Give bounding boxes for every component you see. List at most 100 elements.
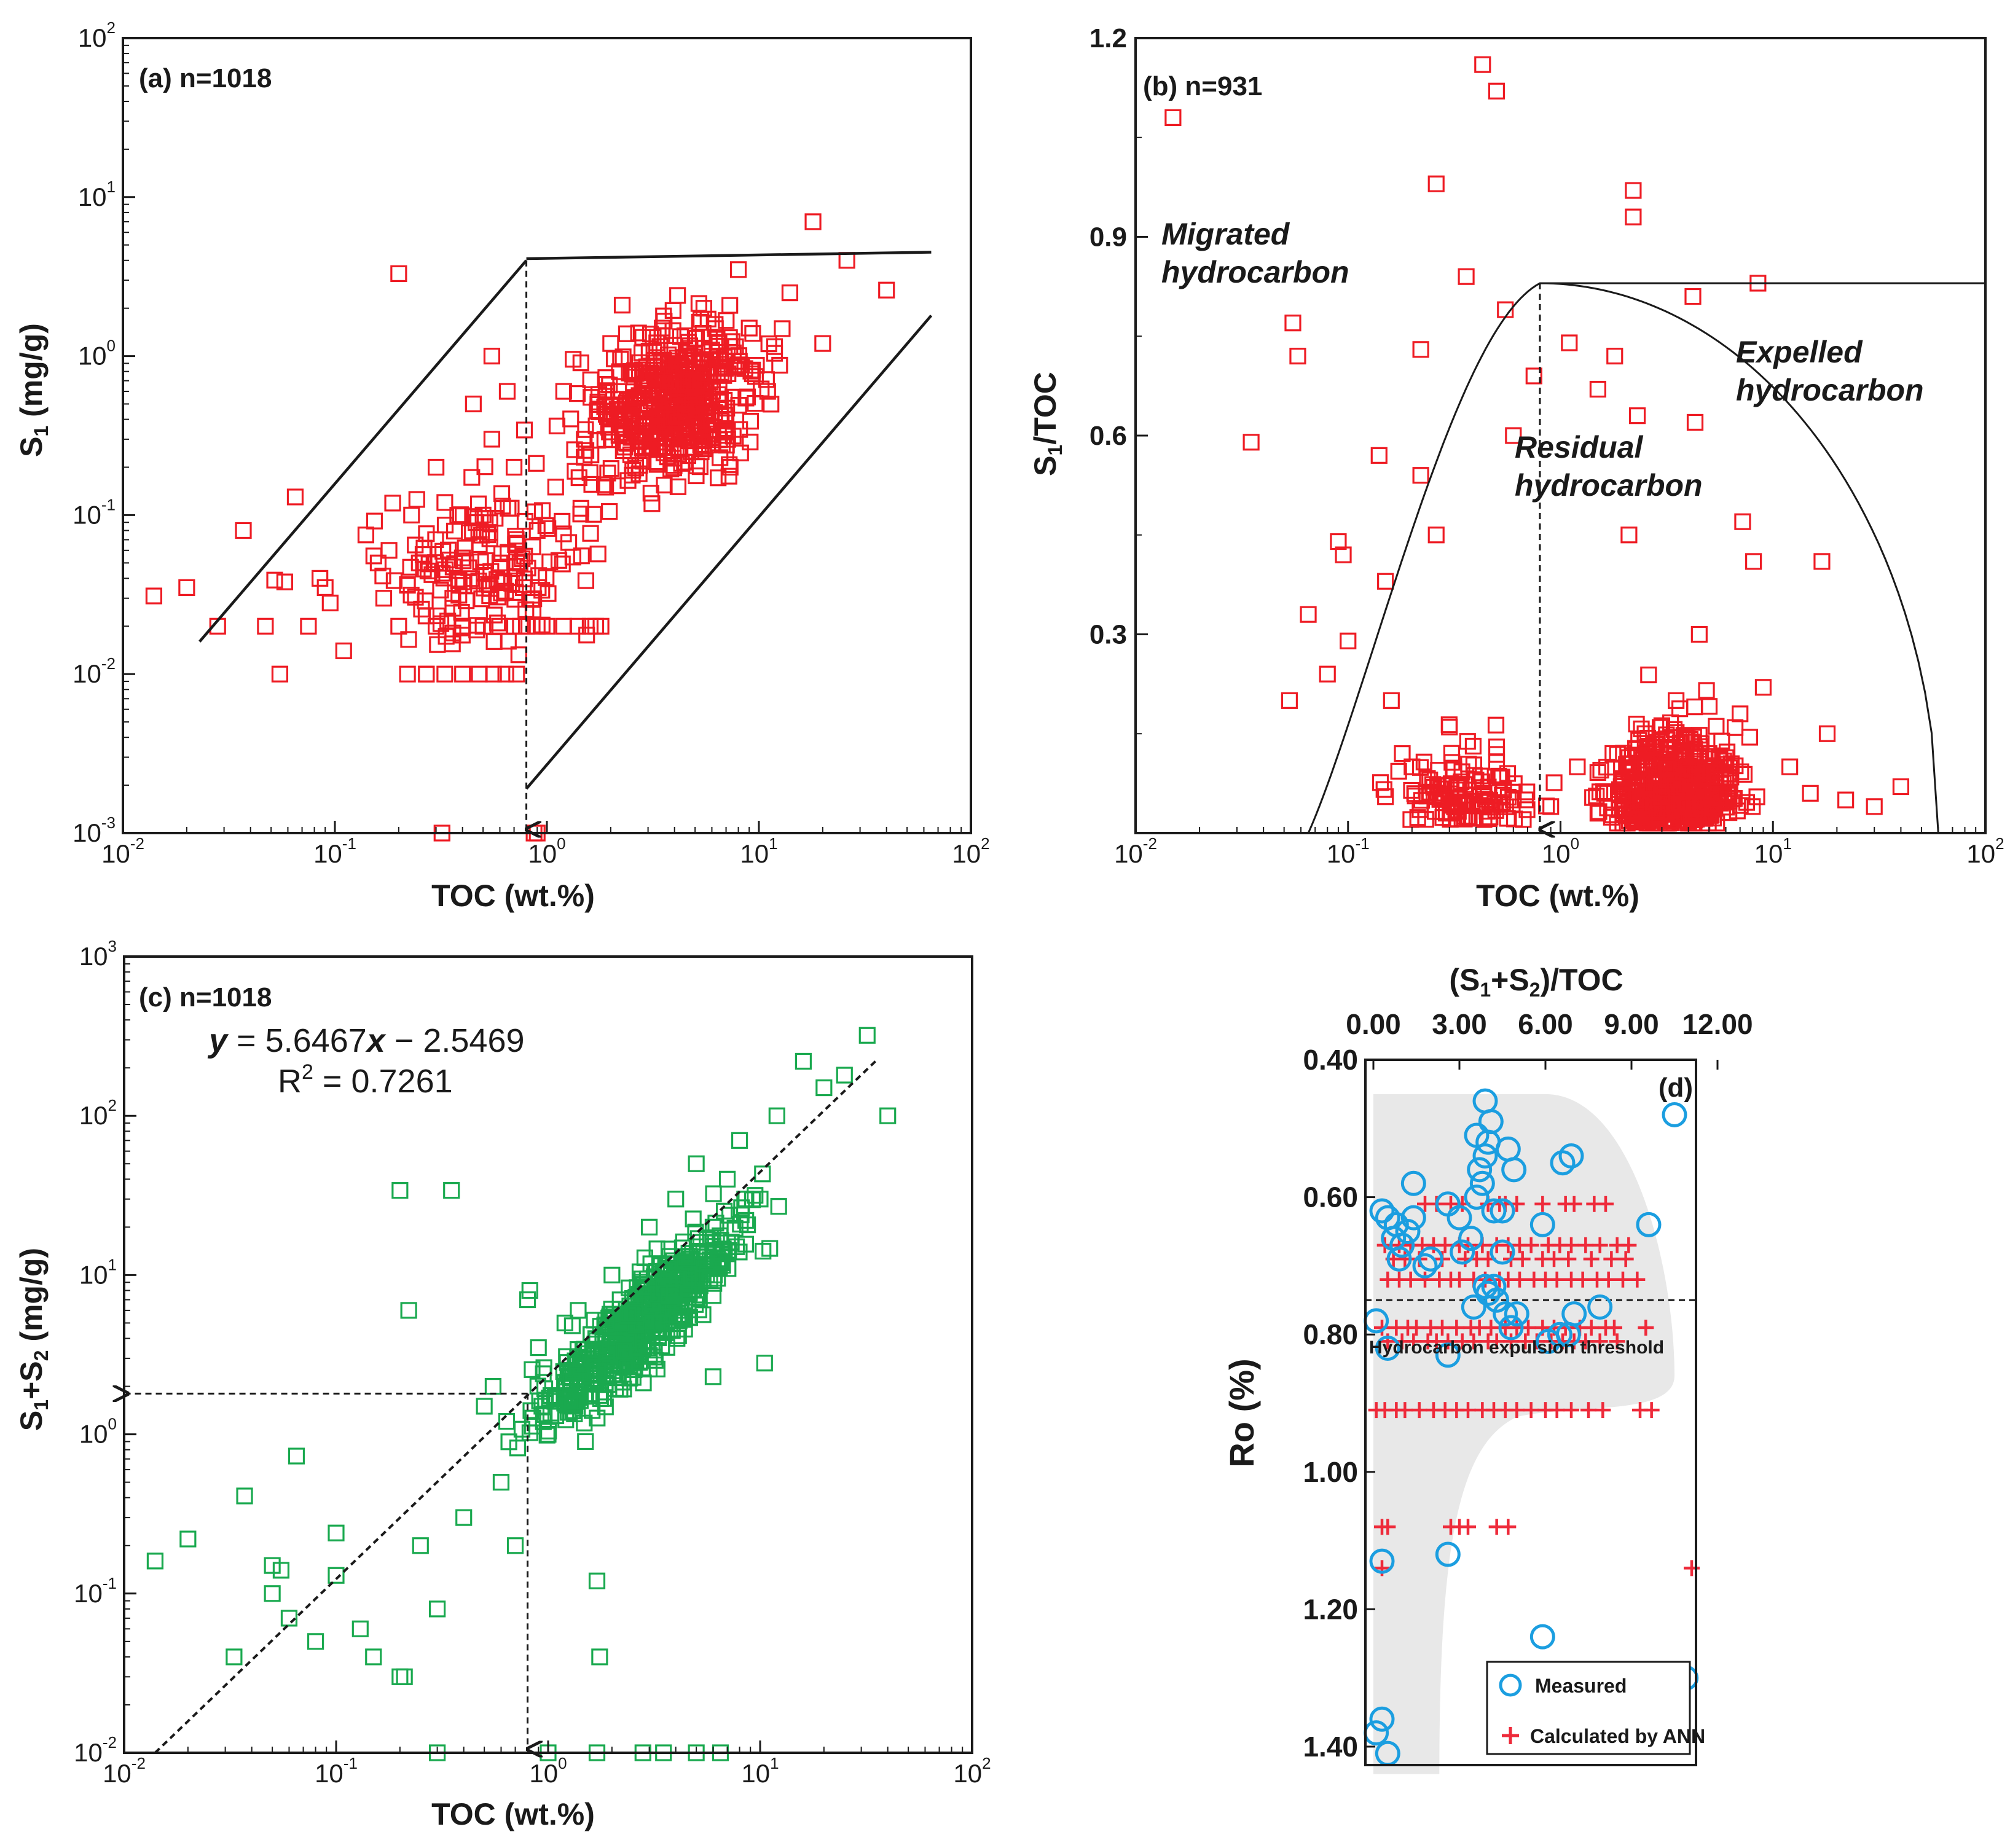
panel-c-point <box>589 1362 607 1379</box>
panel-b-point <box>1727 719 1744 736</box>
panel-b-point <box>1445 793 1462 810</box>
panel-b-point <box>1443 775 1460 793</box>
panel-c-point <box>815 1079 833 1097</box>
panel-a-point <box>390 617 407 635</box>
panel-a-point <box>677 375 694 393</box>
panel-a-point <box>742 362 760 380</box>
panel-c-point <box>567 1393 584 1410</box>
panel-a-point <box>533 616 551 633</box>
panel-d-ann-marker <box>1606 1320 1622 1336</box>
panel-b-point <box>1475 785 1493 803</box>
panel-b-point <box>1243 434 1260 451</box>
panel-c-point <box>179 1530 197 1548</box>
panel-d-ann-marker <box>1629 1271 1646 1288</box>
panel-a-point <box>472 553 489 571</box>
panel-c-point <box>530 1339 547 1357</box>
panel-a-point <box>452 506 469 523</box>
panel-d-y-tick-label: 1.20 <box>1303 1593 1358 1625</box>
panel-b-point <box>1615 805 1632 823</box>
panel-c-point <box>509 1439 527 1457</box>
panel-d-ann-marker <box>1512 1271 1528 1288</box>
panel-d-measured-marker <box>1375 1336 1400 1361</box>
panel-a-point <box>400 631 417 648</box>
panel-b-point <box>1480 810 1498 828</box>
panel-a-point <box>640 387 658 404</box>
panel-a-point <box>178 579 195 596</box>
panel-d-ann-marker <box>1514 1251 1531 1267</box>
panel-a-point <box>145 587 163 605</box>
panel-a-point <box>583 446 600 464</box>
panel-a-point <box>483 347 501 365</box>
panel-c-point <box>429 1600 446 1618</box>
panel-c-point <box>710 1252 727 1269</box>
panel-c-point <box>455 1509 473 1526</box>
panel-c-point <box>391 1182 409 1199</box>
panel-c-point <box>288 1447 305 1465</box>
panel-b-point <box>1721 759 1738 777</box>
panel-a-point <box>463 469 481 486</box>
panel-b-point <box>1648 809 1665 826</box>
panel-c-point <box>704 1234 721 1251</box>
panel-a-point <box>690 295 707 312</box>
panel-a-point <box>569 617 587 635</box>
panel-d-frame <box>1364 1059 1697 1766</box>
panel-c-point <box>443 1182 460 1199</box>
panel-d-ann-marker <box>1374 1320 1390 1336</box>
panel-c-point <box>572 1358 589 1375</box>
panel-c-point <box>705 1185 722 1202</box>
panel-a-point <box>541 553 559 571</box>
panel-d-ann-marker <box>1408 1320 1424 1336</box>
panel-c-point <box>640 1339 657 1357</box>
panel-b-point <box>1628 810 1646 828</box>
panel-d-measured-marker <box>1467 1157 1493 1183</box>
panel-a-envelope-lines <box>198 251 933 829</box>
panel-c-x-tick-label: 10-1 <box>315 1754 358 1788</box>
panel-a-point <box>669 478 687 495</box>
panel-a-point <box>721 297 739 314</box>
panel-a-point <box>257 617 274 635</box>
panel-b-x-tick-label: 102 <box>1966 834 2004 868</box>
panel-a-point <box>476 458 493 476</box>
panel-b-point <box>1624 775 1641 792</box>
panel-a-point <box>729 261 747 278</box>
panel-b-point <box>1802 785 1819 802</box>
panel-a-point <box>715 427 732 444</box>
panel-c-point <box>603 1266 621 1283</box>
panel-a-point <box>495 573 512 590</box>
panel-d-measured-marker <box>1636 1212 1662 1237</box>
panel-b-point <box>1474 56 1491 73</box>
panel-c-point <box>658 1339 675 1356</box>
panel-a-point <box>266 571 283 589</box>
panel-c-point <box>577 1433 594 1451</box>
panel-b-point <box>1415 753 1432 770</box>
panel-c-y-tick-label: 102 <box>79 1096 117 1130</box>
panel-c-point <box>694 1270 712 1287</box>
panel-d-x-axis-title: (S1+S2)/TOC <box>1449 963 1623 1001</box>
panel-a-point <box>766 338 783 355</box>
panel-a-point <box>510 646 527 664</box>
panel-b-point <box>1718 799 1735 816</box>
panel-c-point <box>524 1417 541 1435</box>
panel-a-point <box>758 371 775 388</box>
panel-b-point <box>1394 745 1411 762</box>
panel-c-point <box>770 1198 787 1215</box>
panel-c-point <box>558 1348 575 1365</box>
panel-b-point <box>1781 758 1799 775</box>
panel-c-point <box>665 1284 683 1301</box>
panel-d-measured-marker <box>1400 1170 1426 1196</box>
panel-a-point <box>385 572 403 589</box>
panel-d-ann-marker <box>1592 1237 1608 1253</box>
panel-c-point <box>694 1306 712 1323</box>
panel-b-point <box>1383 692 1400 709</box>
panel-a-point <box>650 428 667 445</box>
panel-c-point <box>583 1388 600 1405</box>
panel-a-point <box>507 584 524 601</box>
panel-c-point <box>146 1552 164 1570</box>
panel-b-point <box>1666 777 1684 794</box>
panel-a-point <box>630 387 648 404</box>
panel-a-point <box>642 485 659 502</box>
panel-c-chart: 10-2 10-1 100 101 102 10-2 10-1 100 101 102 103 (c… <box>14 937 991 1831</box>
panel-b-point <box>1289 347 1306 365</box>
panel-b-point <box>1542 798 1560 815</box>
